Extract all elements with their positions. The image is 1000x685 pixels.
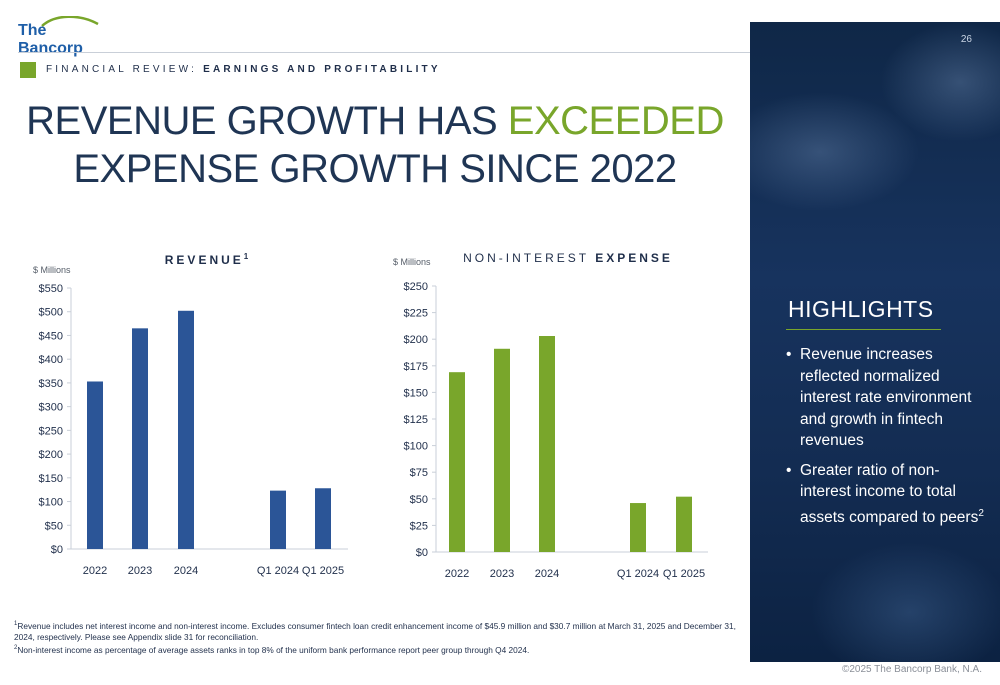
expense-title-bold: EXPENSE bbox=[595, 251, 673, 265]
expense-y-tick-label: $150 bbox=[404, 387, 428, 399]
page-title-line1: REVENUE GROWTH HAS EXCEEDED bbox=[0, 98, 750, 144]
revenue-title-bold: REVENUE bbox=[165, 253, 244, 267]
revenue-chart-title: REVENUE1 bbox=[165, 252, 251, 267]
bullet-icon: • bbox=[786, 346, 792, 363]
title-part: REVENUE GROWTH HAS bbox=[26, 99, 508, 143]
revenue-title-footnote-mark: 1 bbox=[244, 252, 251, 261]
revenue-bar bbox=[178, 310, 194, 549]
footnotes: 1Revenue includes net interest income an… bbox=[14, 619, 754, 656]
footnote-2: 2Non-interest income as percentage of av… bbox=[14, 643, 754, 656]
expense-bar bbox=[676, 496, 692, 552]
expense-y-tick-label: $250 bbox=[404, 281, 428, 293]
revenue-x-tick-label: Q1 2024 bbox=[257, 565, 299, 577]
revenue-unit-label: $ Millions bbox=[33, 265, 71, 275]
revenue-y-tick-label: $400 bbox=[39, 354, 63, 366]
revenue-y-tick-label: $0 bbox=[51, 544, 63, 556]
footnote-1-text: Revenue includes net interest income and… bbox=[14, 620, 736, 642]
revenue-x-tick-label: 2023 bbox=[128, 565, 152, 577]
revenue-y-tick-label: $100 bbox=[39, 497, 63, 509]
expense-y-tick-label: $200 bbox=[404, 334, 428, 346]
revenue-bar bbox=[315, 488, 331, 549]
expense-unit-label: $ Millions bbox=[393, 257, 431, 267]
revenue-y-tick-label: $350 bbox=[39, 378, 63, 390]
revenue-bar bbox=[87, 381, 103, 549]
revenue-x-tick-label: 2022 bbox=[83, 565, 107, 577]
footnote-2-text: Non-interest income as percentage of ave… bbox=[17, 644, 530, 655]
section-bold: EARNINGS AND PROFITABILITY bbox=[203, 64, 441, 75]
expense-bar bbox=[630, 503, 646, 552]
highlight-text: Greater ratio of non-interest income to … bbox=[800, 461, 979, 526]
expense-y-tick-label: $0 bbox=[416, 547, 428, 559]
expense-chart-title: NON-INTEREST EXPENSE bbox=[463, 251, 673, 265]
highlights-panel: 26 HIGHLIGHTS • Revenue increases reflect… bbox=[750, 22, 1000, 662]
highlights-list: • Revenue increases reflected normalized … bbox=[786, 344, 986, 536]
expense-x-tick-label: 2023 bbox=[490, 568, 514, 580]
highlight-item: • Greater ratio of non-interest income to… bbox=[786, 460, 986, 529]
revenue-y-tick-label: $550 bbox=[39, 283, 63, 295]
revenue-y-tick-label: $500 bbox=[39, 307, 63, 319]
expense-x-tick-label: Q1 2025 bbox=[663, 568, 705, 580]
page-number: 26 bbox=[960, 34, 972, 45]
panel-glow bbox=[750, 92, 920, 212]
section-label: FINANCIAL REVIEW: EARNINGS AND PROFITABI… bbox=[46, 64, 441, 75]
expense-y-tick-label: $100 bbox=[404, 441, 428, 453]
highlight-item: • Revenue increases reflected normalized … bbox=[786, 344, 986, 452]
expense-y-tick-label: $225 bbox=[404, 308, 428, 320]
expense-x-tick-label: Q1 2024 bbox=[617, 568, 659, 580]
revenue-y-tick-label: $200 bbox=[39, 449, 63, 461]
revenue-y-tick-label: $50 bbox=[45, 520, 63, 532]
section-prefix: FINANCIAL REVIEW: bbox=[46, 64, 204, 75]
expense-bar bbox=[494, 348, 510, 552]
expense-y-tick-label: $75 bbox=[410, 467, 428, 479]
revenue-x-tick-label: 2024 bbox=[174, 565, 198, 577]
expense-title-light: NON-INTEREST bbox=[463, 251, 595, 265]
expense-bar bbox=[539, 336, 555, 552]
revenue-bar bbox=[270, 490, 286, 549]
expense-x-tick-label: 2022 bbox=[445, 568, 469, 580]
revenue-bar bbox=[132, 328, 148, 549]
expense-x-tick-label: 2024 bbox=[535, 568, 559, 580]
expense-y-tick-label: $175 bbox=[404, 361, 428, 373]
revenue-y-tick-label: $150 bbox=[39, 473, 63, 485]
logo-swoosh-icon bbox=[41, 16, 99, 27]
panel-glow bbox=[810, 542, 1000, 662]
revenue-y-tick-label: $250 bbox=[39, 425, 63, 437]
title-highlight: EXCEEDED bbox=[507, 99, 725, 143]
page-title-line2: EXPENSE GROWTH SINCE 2022 bbox=[73, 147, 677, 191]
highlights-rule bbox=[786, 329, 941, 330]
highlight-footnote-mark: 2 bbox=[978, 507, 984, 519]
section-marker bbox=[20, 62, 36, 78]
footnote-2-mark: 2 bbox=[14, 644, 18, 651]
highlight-text: Revenue increases reflected normalized i… bbox=[800, 346, 972, 449]
expense-y-tick-label: $25 bbox=[410, 520, 428, 532]
expense-bar bbox=[449, 372, 465, 552]
header-divider bbox=[18, 52, 750, 53]
footnote-1-mark: 1 bbox=[14, 621, 18, 627]
bancorp-logo: The Bancorp bbox=[18, 14, 108, 57]
panel-glow bbox=[880, 22, 1000, 142]
charts-area: REVENUE1 $ Millions $0 $50 $100 $150 $200 $250 $… bbox=[33, 251, 708, 580]
copyright: ©2025 The Bancorp Bank, N.A. bbox=[841, 664, 982, 675]
bullet-icon: • bbox=[786, 461, 792, 479]
revenue-y-tick-label: $450 bbox=[39, 330, 63, 342]
revenue-y-tick-label: $300 bbox=[39, 402, 63, 414]
expense-y-tick-label: $125 bbox=[404, 414, 428, 426]
footnote-1: 1Revenue includes net interest income an… bbox=[14, 619, 754, 643]
highlights-title: HIGHLIGHTS bbox=[788, 296, 934, 322]
expense-y-tick-label: $50 bbox=[410, 494, 428, 506]
revenue-x-tick-label: Q1 2025 bbox=[302, 565, 344, 577]
